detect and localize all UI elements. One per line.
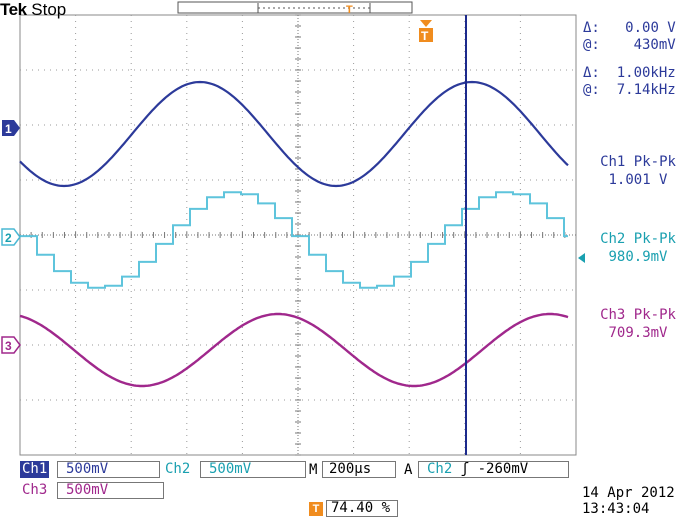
trigger-readout[interactable]: Ch2 ʃ -260mV	[418, 461, 569, 478]
trigger-level-arrow[interactable]	[578, 253, 585, 263]
cursor-readout-voltage: Δ: 0.00 V	[583, 20, 676, 36]
svg-text:1: 1	[5, 122, 12, 136]
svg-text:3: 3	[5, 339, 12, 353]
ch3-label[interactable]: Ch3	[22, 482, 48, 498]
ch3-ground-marker[interactable]: 3	[1, 336, 21, 354]
record-trigger-icon: T	[346, 4, 353, 16]
scope-brand: Tek Stop	[0, 0, 67, 19]
time-readout: 13:43:04	[582, 501, 650, 517]
ch2-scale[interactable]: 500mV	[200, 461, 306, 478]
measurement-ch1: Ch1 Pk-Pk 1.001 V	[600, 154, 676, 188]
date-readout: 14 Apr 2012	[582, 485, 675, 501]
svg-text:T: T	[421, 29, 429, 43]
ch1-label[interactable]: Ch1	[20, 461, 50, 478]
ch1-ground-marker[interactable]: 1	[2, 120, 20, 136]
timebase-value[interactable]: 200µs	[322, 461, 396, 478]
acquisition-state: Stop	[31, 0, 67, 19]
ch2-waveform	[20, 191, 568, 289]
measurement-ch2: Ch2 Pk-Pk 980.9mV	[600, 231, 676, 265]
ch2-label[interactable]: Ch2	[165, 461, 191, 477]
ch3-scale[interactable]: 500mV	[57, 482, 164, 499]
trigger-position-icon: T	[309, 502, 323, 516]
measurement-ch3: Ch3 Pk-Pk 709.3mV	[600, 307, 676, 341]
trigger-position-value[interactable]: 74.40 %	[326, 500, 398, 517]
cursor-readout-voltage-at: @: 430mV	[583, 37, 676, 53]
trigger-mode: A	[404, 462, 413, 478]
ch1-scale[interactable]: 500mV	[57, 461, 160, 478]
record-position-bar	[177, 1, 413, 14]
trigger-position-marker[interactable]: T	[419, 20, 433, 43]
ch2-ground-marker[interactable]: 2	[1, 228, 21, 246]
ch1-waveform	[19, 80, 569, 188]
ch3-waveform	[19, 312, 569, 388]
timebase-readout[interactable]: M	[309, 462, 318, 478]
cursor-readout-freq-at: @: 7.14kHz	[583, 82, 676, 98]
graticule	[19, 14, 577, 456]
cursor-readout-freq: Δ: 1.00kHz	[583, 65, 676, 81]
svg-text:2: 2	[5, 231, 12, 245]
